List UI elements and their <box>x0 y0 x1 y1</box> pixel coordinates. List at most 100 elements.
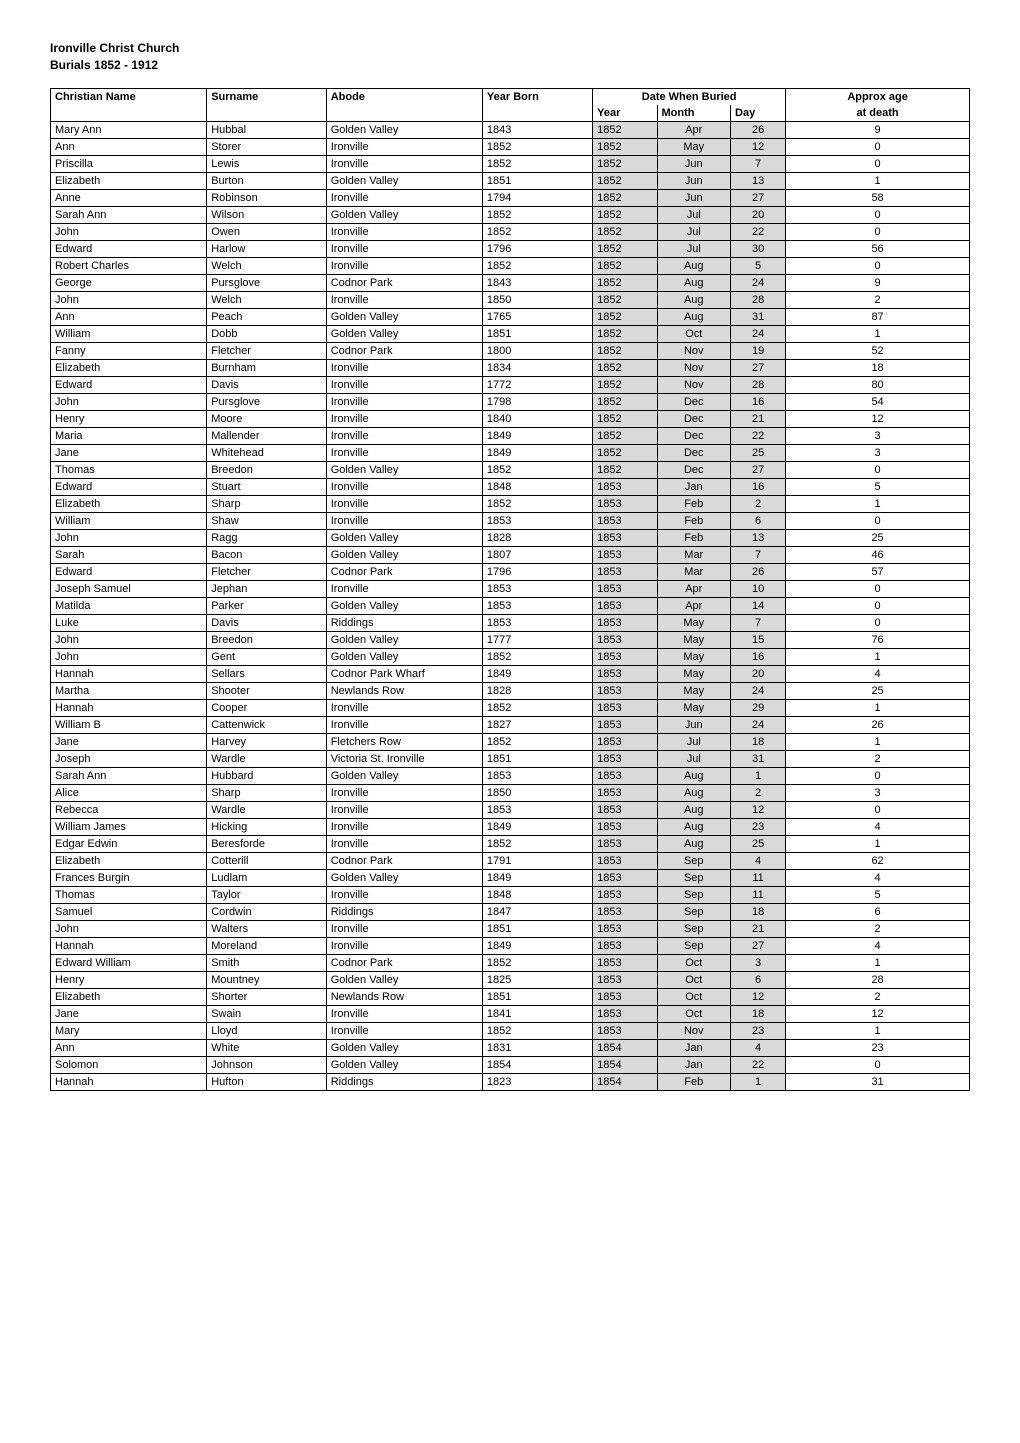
cell-day: 26 <box>731 563 786 580</box>
cell-age: 0 <box>786 614 970 631</box>
cell-christian-name: Hannah <box>51 1073 207 1090</box>
cell-month: Sep <box>657 869 731 886</box>
table-row: WilliamShawIronville18531853Feb60 <box>51 512 970 529</box>
cell-day: 24 <box>731 682 786 699</box>
cell-month: Feb <box>657 1073 731 1090</box>
cell-day: 27 <box>731 461 786 478</box>
cell-day: 3 <box>731 954 786 971</box>
cell-month: Aug <box>657 274 731 291</box>
cell-year: 1853 <box>593 767 657 784</box>
cell-year: 1853 <box>593 988 657 1005</box>
table-body: Mary AnnHubbalGolden Valley18431852Apr26… <box>51 121 970 1090</box>
cell-year: 1853 <box>593 631 657 648</box>
cell-christian-name: Thomas <box>51 461 207 478</box>
cell-christian-name: Henry <box>51 971 207 988</box>
cell-christian-name: Mary <box>51 1022 207 1039</box>
cell-abode: Codnor Park Wharf <box>326 665 482 682</box>
cell-christian-name: Sarah <box>51 546 207 563</box>
title-line-1: Ironville Christ Church <box>50 40 970 57</box>
cell-abode: Riddings <box>326 1073 482 1090</box>
table-row: ElizabethBurtonGolden Valley18511852Jun1… <box>51 172 970 189</box>
cell-abode: Golden Valley <box>326 121 482 138</box>
cell-day: 1 <box>731 1073 786 1090</box>
cell-day: 7 <box>731 546 786 563</box>
cell-christian-name: Edward <box>51 563 207 580</box>
cell-surname: Davis <box>207 376 326 393</box>
cell-year-born: 1796 <box>482 563 592 580</box>
table-row: MaryLloydIronville18521853Nov231 <box>51 1022 970 1039</box>
cell-year: 1853 <box>593 920 657 937</box>
cell-year: 1853 <box>593 495 657 512</box>
cell-surname: Wilson <box>207 206 326 223</box>
cell-christian-name: Rebecca <box>51 801 207 818</box>
cell-year-born: 1849 <box>482 427 592 444</box>
cell-abode: Codnor Park <box>326 852 482 869</box>
cell-day: 28 <box>731 291 786 308</box>
cell-abode: Ironville <box>326 223 482 240</box>
cell-month: Sep <box>657 886 731 903</box>
cell-surname: Fletcher <box>207 342 326 359</box>
col-at-death: at death <box>786 105 970 122</box>
table-row: JohnPursgloveIronville17981852Dec1654 <box>51 393 970 410</box>
cell-christian-name: Edward <box>51 376 207 393</box>
cell-day: 16 <box>731 393 786 410</box>
cell-christian-name: John <box>51 631 207 648</box>
cell-abode: Golden Valley <box>326 971 482 988</box>
cell-abode: Ironville <box>326 818 482 835</box>
cell-age: 31 <box>786 1073 970 1090</box>
cell-day: 19 <box>731 342 786 359</box>
cell-abode: Ironville <box>326 427 482 444</box>
cell-year-born: 1851 <box>482 988 592 1005</box>
cell-christian-name: Frances Burgin <box>51 869 207 886</box>
cell-age: 0 <box>786 801 970 818</box>
cell-christian-name: John <box>51 393 207 410</box>
cell-year-born: 1798 <box>482 393 592 410</box>
cell-age: 0 <box>786 223 970 240</box>
cell-year: 1852 <box>593 155 657 172</box>
cell-year: 1854 <box>593 1039 657 1056</box>
cell-age: 1 <box>786 733 970 750</box>
cell-surname: Stuart <box>207 478 326 495</box>
cell-day: 14 <box>731 597 786 614</box>
cell-surname: Mallender <box>207 427 326 444</box>
cell-year: 1854 <box>593 1056 657 1073</box>
cell-surname: Welch <box>207 257 326 274</box>
cell-month: Dec <box>657 393 731 410</box>
cell-surname: Robinson <box>207 189 326 206</box>
cell-month: May <box>657 665 731 682</box>
cell-day: 20 <box>731 665 786 682</box>
cell-day: 11 <box>731 886 786 903</box>
table-row: EdwardFletcherCodnor Park17961853Mar2657 <box>51 563 970 580</box>
cell-surname: Shaw <box>207 512 326 529</box>
cell-year: 1853 <box>593 869 657 886</box>
table-row: MariaMallenderIronville18491852Dec223 <box>51 427 970 444</box>
cell-abode: Newlands Row <box>326 988 482 1005</box>
cell-abode: Ironville <box>326 699 482 716</box>
cell-christian-name: John <box>51 920 207 937</box>
cell-year: 1852 <box>593 308 657 325</box>
cell-month: Nov <box>657 359 731 376</box>
cell-age: 3 <box>786 444 970 461</box>
cell-surname: Cotterill <box>207 852 326 869</box>
cell-year: 1853 <box>593 614 657 631</box>
cell-day: 11 <box>731 869 786 886</box>
table-row: AnnStorerIronville18521852May120 <box>51 138 970 155</box>
cell-age: 58 <box>786 189 970 206</box>
cell-year-born: 1851 <box>482 920 592 937</box>
col-year-born: Year Born <box>482 88 592 121</box>
cell-month: Aug <box>657 835 731 852</box>
cell-year: 1853 <box>593 750 657 767</box>
cell-day: 26 <box>731 121 786 138</box>
cell-day: 24 <box>731 274 786 291</box>
table-row: FannyFletcherCodnor Park18001852Nov1952 <box>51 342 970 359</box>
document-title: Ironville Christ Church Burials 1852 - 1… <box>50 40 970 74</box>
cell-surname: Moreland <box>207 937 326 954</box>
table-row: Sarah AnnWilsonGolden Valley18521852Jul2… <box>51 206 970 223</box>
cell-day: 23 <box>731 1022 786 1039</box>
cell-surname: Ludlam <box>207 869 326 886</box>
cell-age: 12 <box>786 410 970 427</box>
cell-christian-name: Solomon <box>51 1056 207 1073</box>
cell-surname: Cattenwick <box>207 716 326 733</box>
cell-year-born: 1840 <box>482 410 592 427</box>
cell-year: 1853 <box>593 563 657 580</box>
